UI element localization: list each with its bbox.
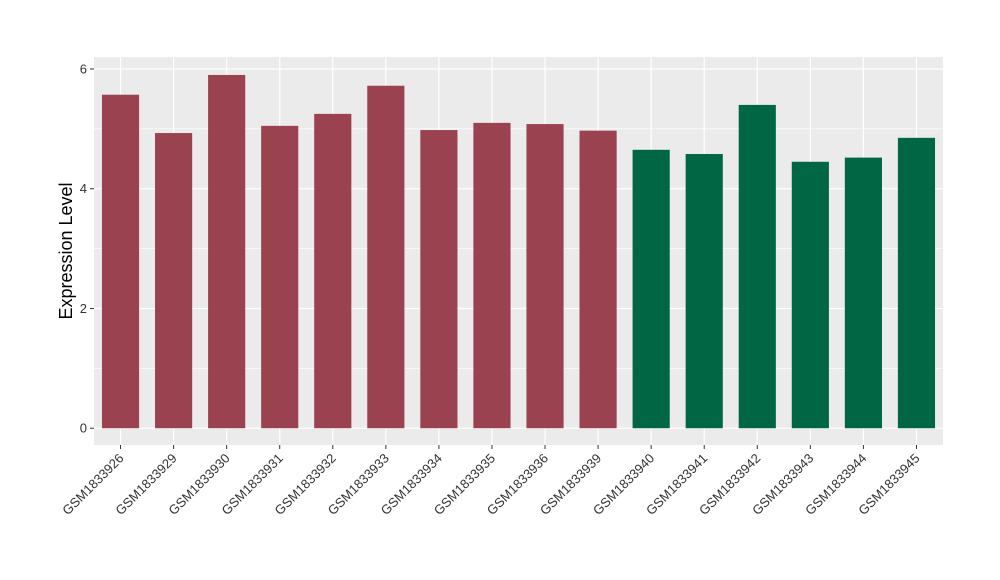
x-axis: GSM1833926GSM1833929GSM1833930GSM1833931… — [59, 445, 923, 518]
bar-GSM1833935 — [473, 122, 511, 429]
bar-GSM1833940 — [632, 149, 670, 429]
bar-GSM1833932 — [314, 113, 352, 429]
bar-GSM1833933 — [367, 85, 405, 429]
bars — [101, 74, 936, 429]
bar-GSM1833929 — [155, 133, 193, 429]
y-tick-label: 0 — [80, 421, 87, 436]
bar-GSM1833941 — [685, 154, 723, 429]
bar-GSM1833930 — [208, 74, 246, 429]
y-axis-title: Expression Level — [56, 182, 76, 319]
bar-GSM1833945 — [897, 137, 936, 429]
bar-GSM1833942 — [738, 104, 776, 429]
bar-GSM1833926 — [101, 94, 140, 429]
bar-GSM1833936 — [526, 124, 564, 429]
bar-GSM1833939 — [579, 130, 617, 429]
bar-GSM1833934 — [420, 130, 458, 429]
y-tick-label: 2 — [80, 301, 87, 316]
bar-GSM1833943 — [791, 161, 829, 429]
bar-GSM1833931 — [261, 125, 299, 429]
bar-GSM1833944 — [844, 157, 882, 429]
y-axis: 0 2 4 6 — [80, 61, 94, 436]
y-tick-label: 6 — [80, 61, 87, 76]
y-tick-label: 4 — [80, 181, 87, 196]
